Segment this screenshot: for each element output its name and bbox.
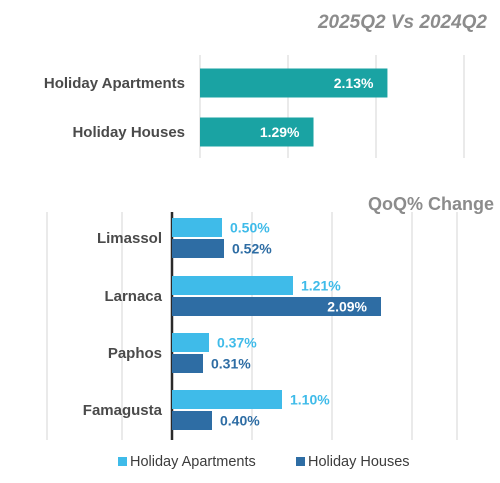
legend-swatch-holiday-houses — [296, 457, 305, 466]
legend-label-holiday-apartments: Holiday Apartments — [130, 454, 256, 470]
data-label-paphos-holiday-houses: 0.31% — [211, 356, 251, 372]
legend-swatch-holiday-apartments — [118, 457, 127, 466]
data-label-famagusta-holiday-apartments: 1.10% — [290, 392, 330, 408]
bar-famagusta-holiday-houses — [172, 411, 212, 430]
category-label-holiday-houses: Holiday Houses — [72, 124, 185, 141]
data-label-larnaca-holiday-houses: 2.09% — [327, 299, 367, 315]
category-label-paphos: Paphos — [108, 345, 162, 362]
top-chart-title: 2025Q2 Vs 2024Q2 — [317, 12, 487, 33]
data-label-limassol-holiday-houses: 0.52% — [232, 241, 272, 257]
legend: Holiday Apartments Holiday Houses — [118, 454, 410, 470]
bar-holiday-apartments — [200, 68, 388, 98]
data-label-holiday-houses: 1.29% — [260, 124, 300, 140]
bar-larnaca-holiday-houses — [172, 297, 381, 316]
bottom-chart: Limassol 0.50% 0.52% Larnaca 1.21% 2.09% Papho… — [46, 212, 458, 440]
bar-paphos-holiday-apartments — [172, 333, 209, 352]
data-label-limassol-holiday-apartments: 0.50% — [230, 220, 270, 236]
bar-paphos-holiday-houses — [172, 354, 203, 373]
bar-famagusta-holiday-apartments — [172, 390, 282, 409]
bar-holiday-houses — [200, 117, 314, 147]
legend-label-holiday-houses: Holiday Houses — [308, 454, 410, 470]
top-chart: Holiday Apartments 2.13% Holiday Houses 1.2… — [44, 55, 465, 158]
data-label-famagusta-holiday-houses: 0.40% — [220, 413, 260, 429]
bar-limassol-holiday-houses — [172, 239, 224, 258]
category-label-larnaca: Larnaca — [104, 288, 162, 305]
bottom-chart-title: QoQ% Change — [368, 194, 494, 214]
data-label-paphos-holiday-apartments: 0.37% — [217, 335, 257, 351]
data-label-larnaca-holiday-apartments: 1.21% — [301, 278, 341, 294]
category-label-famagusta: Famagusta — [83, 402, 163, 419]
bar-limassol-holiday-apartments — [172, 218, 222, 237]
bar-larnaca-holiday-apartments — [172, 276, 293, 295]
category-label-limassol: Limassol — [97, 230, 162, 247]
category-label-holiday-apartments: Holiday Apartments — [44, 75, 185, 92]
data-label-holiday-apartments: 2.13% — [334, 75, 374, 91]
